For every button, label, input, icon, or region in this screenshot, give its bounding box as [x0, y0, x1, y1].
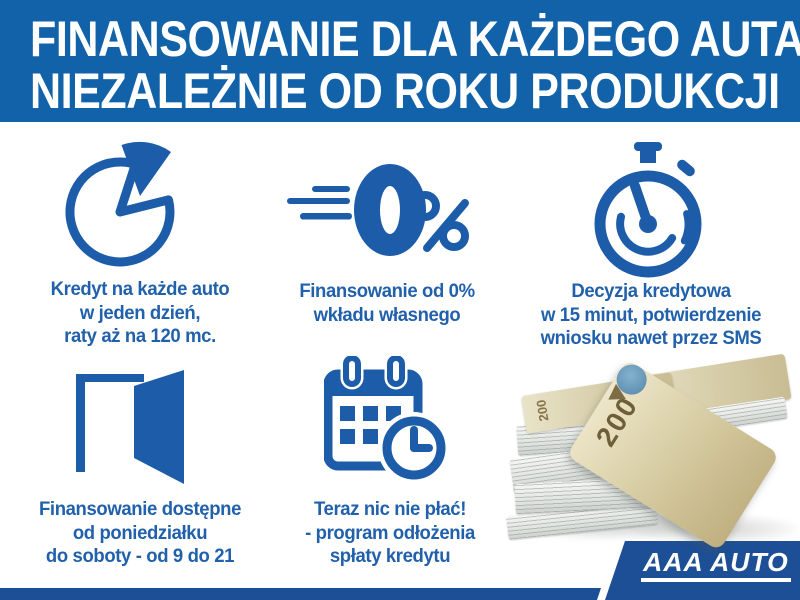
banknote-value: 200	[533, 398, 552, 423]
open-door-icon	[76, 370, 184, 484]
feature-line: Finansowanie od 0%	[299, 280, 475, 302]
feature-text-availability: Finansowanie dostępne od poniedziałku do…	[17, 498, 264, 569]
feature-line: Kredyt na każde auto	[50, 278, 230, 300]
aaa-auto-logo: AAA AUTO	[605, 541, 800, 600]
feature-text-deferred-payment: Teraz nic nie płać! - program odłożenia …	[286, 498, 495, 569]
feature-line: spłaty kredytu	[329, 545, 451, 567]
feature-line: Teraz nic nie płać!	[313, 498, 466, 520]
feature-text-credit: Kredyt na każde auto w jeden dzień, raty…	[24, 278, 256, 349]
feature-line: od poniedziałku	[72, 521, 208, 544]
feature-text-zero-percent: Finansowanie od 0% wkładu własnego	[278, 280, 497, 327]
feature-line: wkładu własnego	[313, 303, 461, 326]
banknote-band-stripe	[520, 393, 536, 397]
zero-percent-icon	[287, 164, 469, 256]
logo-text: AAA AUTO	[643, 547, 789, 577]
logo-underline	[641, 578, 791, 582]
banknote-band	[520, 391, 551, 397]
feature-line: w jeden dzień,	[79, 301, 201, 324]
header-line-2: NIEZALEŻNIE OD ROKU PRODUKCJI	[30, 63, 780, 119]
feature-line: Finansowanie dostępne	[38, 498, 241, 520]
feature-line: wniosku nawet przez SMS	[540, 327, 762, 349]
feature-line: do soboty - od 9 do 21	[45, 545, 235, 567]
calendar-clock-icon	[324, 356, 450, 484]
header-banner: FINANSOWANIE DLA KAŻDEGO AUTA NIEZALEŻNI…	[0, 0, 800, 122]
feature-line: w 15 minut, potwierdzenie	[540, 303, 762, 326]
feature-line: - program odłożenia	[305, 521, 475, 544]
feature-text-decision: Decyzja kredytowa w 15 minut, potwierdze…	[525, 280, 778, 351]
header-line-1: FINANSOWANIE DLA KAŻDEGO AUTA	[30, 11, 800, 67]
money-banknotes-photo: 200 200 200	[505, 353, 800, 554]
pie-chart-icon	[65, 141, 175, 267]
feature-line: raty aż na 120 mc.	[64, 325, 216, 347]
bottom-accent-strip	[0, 588, 601, 600]
feature-line: Decyzja kredytowa	[571, 280, 731, 302]
stopwatch-icon	[594, 142, 702, 278]
